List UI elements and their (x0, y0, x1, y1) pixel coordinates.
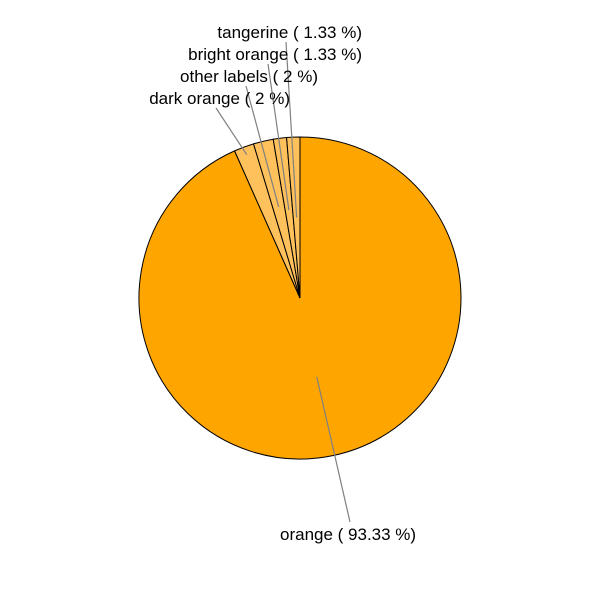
slice-labels: orange ( 93.33 %) dark orange ( 2 %) other… (149, 23, 416, 544)
slice-label-bright-orange: bright orange ( 1.33 %) (188, 45, 362, 64)
leader-line-orange (316, 376, 351, 523)
pie-slice-tangerine (286, 136, 301, 299)
slice-label-tangerine: tangerine ( 1.33 %) (217, 23, 362, 42)
slice-label-other-labels: other labels ( 2 %) (180, 67, 318, 86)
leader-line-dark-orange (215, 107, 248, 155)
leader-line-bright-orange (267, 63, 290, 211)
pie-slices (138, 136, 462, 460)
leader-line-tangerine (285, 41, 298, 218)
slice-label-dark-orange: dark orange ( 2 %) (149, 89, 290, 108)
leader-lines (215, 41, 351, 523)
leader-line-other-labels (245, 85, 280, 208)
slice-label-orange: orange ( 93.33 %) (280, 525, 416, 544)
